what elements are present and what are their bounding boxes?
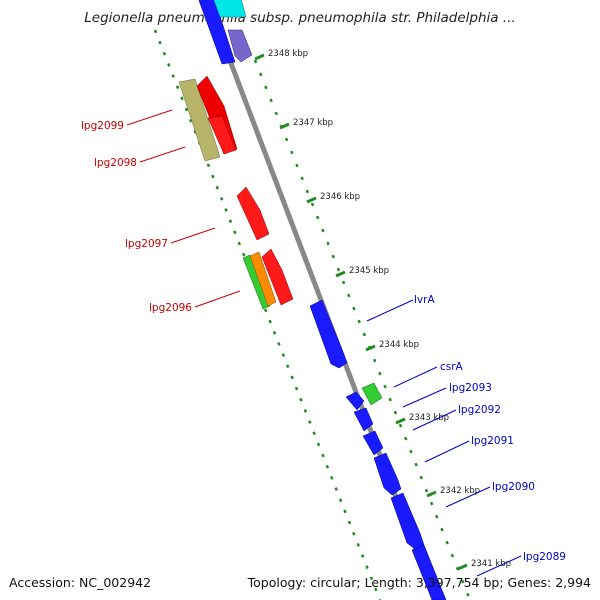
connector-lpg2091 (424, 440, 470, 463)
tick-label: 2342 kbp (440, 486, 480, 496)
feature-lpg2098b[interactable] (207, 115, 237, 155)
tick-label: 2343 kbp (409, 413, 449, 423)
gene-label-csrA[interactable]: csrA (440, 361, 464, 373)
tick-label: 2344 kbp (379, 340, 419, 350)
tick-mark (426, 490, 437, 498)
feature-top-blue-1[interactable] (197, 0, 236, 65)
feature-lpg2096[interactable] (261, 248, 294, 306)
tick-label: 2347 kbp (293, 118, 333, 128)
gene-label-lpg2090[interactable]: lpg2090 (492, 481, 535, 493)
connector-lpg2092 (412, 409, 457, 431)
map-title: Legionella pneumophila subsp. pneumophil… (84, 10, 516, 26)
tick-label: 2346 kbp (320, 192, 360, 202)
gene-label-lpg2089[interactable]: lpg2089 (523, 551, 566, 563)
feature-lvrA[interactable] (309, 299, 348, 369)
gene-label-lpg2096[interactable]: lpg2096 (149, 302, 192, 314)
kbp-ticks: 2348 kbp 2347 kbp 2346 kbp 2345 kbp 2344 kbp… (254, 49, 511, 571)
feature-lpg2093[interactable] (345, 391, 365, 411)
tick-mark (457, 563, 468, 571)
feature-top-cyan[interactable] (212, 0, 247, 18)
feature-lpg2090[interactable] (373, 452, 402, 496)
feature-lpg2091[interactable] (362, 430, 384, 456)
accession-text: Accession: NC_002942 (9, 575, 152, 590)
gene-labels: lpg2099 lpg2098 lpg2097 lpg2096 lvrA csr… (81, 120, 566, 563)
connector-lpg2089 (476, 555, 522, 577)
tick-label: 2345 kbp (349, 266, 389, 276)
gene-label-lpg2092[interactable]: lpg2092 (458, 404, 501, 416)
tick-label: 2348 kbp (268, 49, 308, 59)
tick-mark (279, 122, 290, 130)
connector-lpg2099 (126, 109, 173, 126)
connector-lvrA (366, 299, 414, 322)
connector-lpg2097 (170, 227, 216, 244)
genome-stats-text: Topology: circular; Length: 3,397,754 bp… (247, 575, 591, 590)
connector-lpg2093 (402, 387, 447, 408)
gene-label-lpg2097[interactable]: lpg2097 (125, 238, 168, 250)
gene-label-lpg2099[interactable]: lpg2099 (81, 120, 124, 132)
gene-label-lpg2093[interactable]: lpg2093 (449, 382, 492, 394)
outer-ring-guide (253, 59, 472, 600)
feature-lpg2099[interactable] (178, 78, 221, 162)
feature-lpg2089[interactable] (390, 492, 425, 550)
tick-mark (254, 53, 265, 61)
connector-lpg2090 (445, 486, 491, 508)
inner-ring-guide (153, 29, 382, 600)
tick-mark (306, 196, 317, 204)
connector-lpg2098 (139, 146, 186, 163)
gene-label-lvrA[interactable]: lvrA (414, 294, 435, 306)
tick-mark (395, 417, 406, 425)
gene-features (178, 0, 447, 600)
tick-label: 2341 kbp (471, 559, 511, 569)
feature-top-purple[interactable] (227, 29, 253, 63)
feature-rna-green[interactable] (242, 254, 271, 310)
tick-mark (365, 344, 376, 352)
connector-csrA (393, 366, 438, 388)
gene-label-lpg2098[interactable]: lpg2098 (94, 157, 137, 169)
feature-lpg2097[interactable] (236, 186, 270, 241)
tick-mark (335, 270, 346, 278)
connector-lpg2096 (194, 290, 241, 308)
feature-lpg2092[interactable] (353, 407, 374, 432)
gene-label-lpg2091[interactable]: lpg2091 (471, 435, 514, 447)
feature-orange[interactable] (249, 251, 277, 307)
feature-bottom-blue[interactable] (411, 544, 447, 600)
feature-csrA[interactable] (361, 382, 383, 406)
label-connectors (126, 109, 522, 577)
